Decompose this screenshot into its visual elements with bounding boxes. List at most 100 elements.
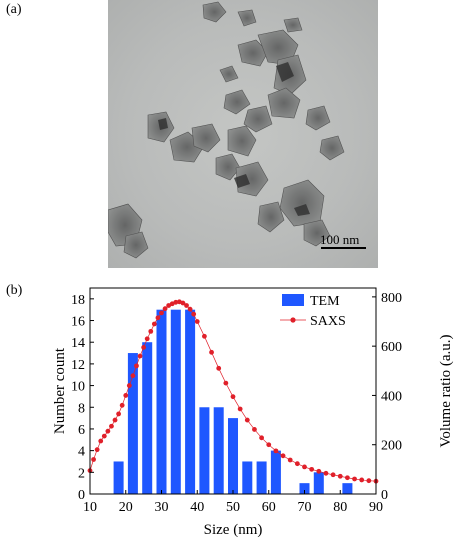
bar-tem — [242, 461, 253, 494]
y2-tick-label: 600 — [381, 340, 402, 355]
saxs-point — [302, 464, 307, 470]
tem-micrograph: 100 nm — [108, 0, 378, 268]
saxs-point — [116, 411, 121, 417]
legend-label-saxs: SAXS — [310, 314, 346, 329]
legend-label-tem: TEM — [310, 294, 340, 309]
saxs-point — [330, 472, 336, 478]
x-tick-label: 70 — [298, 500, 312, 515]
y-tick-label: 10 — [71, 380, 85, 395]
saxs-point — [162, 306, 168, 312]
x-tick-label: 80 — [333, 500, 347, 515]
saxs-point — [223, 380, 229, 386]
saxs-point — [273, 448, 279, 454]
y-tick-label: 16 — [71, 315, 85, 330]
y-axis-label: Number count — [52, 347, 68, 434]
saxs-point — [151, 321, 157, 327]
bar-tem — [156, 309, 167, 494]
saxs-point — [130, 373, 136, 379]
bar-tem — [256, 461, 267, 494]
saxs-point — [294, 461, 300, 467]
y-tick-label: 6 — [78, 423, 85, 438]
saxs-point — [134, 363, 139, 369]
saxs-point — [323, 470, 329, 476]
legend-swatch-tem — [282, 294, 304, 306]
bar-tem — [213, 407, 224, 494]
saxs-point — [280, 453, 286, 459]
size-distribution-chart: 10 20 30 40 50 60 70 80 900246810121416180200400… — [52, 287, 454, 538]
saxs-point — [244, 417, 250, 423]
saxs-point — [287, 457, 293, 463]
bar-tem — [342, 483, 353, 494]
x-axis-label: Size (nm) — [204, 522, 263, 538]
y-tick-label: 18 — [71, 293, 85, 308]
panel-label-a: (a) — [6, 2, 22, 17]
x-tick-label: 50 — [226, 500, 240, 515]
saxs-point — [141, 344, 147, 350]
saxs-point — [309, 466, 315, 472]
bar-tem — [270, 450, 281, 494]
scale-bar — [321, 247, 366, 249]
saxs-point — [180, 300, 186, 306]
x-tick-label: 30 — [155, 500, 169, 515]
y2-tick-label: 800 — [381, 291, 402, 306]
saxs-point — [166, 303, 172, 308]
panel-label-b: (b) — [6, 283, 23, 298]
saxs-point — [94, 447, 100, 453]
y-tick-label: 4 — [78, 445, 85, 460]
bar-tem — [127, 353, 138, 494]
x-tick-label: 60 — [262, 500, 276, 515]
y-tick-label: 14 — [71, 336, 85, 351]
x-tick-label: 10 — [83, 500, 97, 515]
saxs-point — [109, 423, 114, 429]
saxs-point — [98, 438, 104, 444]
saxs-point — [194, 319, 200, 324]
saxs-point — [101, 433, 107, 439]
saxs-point — [144, 336, 150, 342]
y2-tick-label: 200 — [381, 439, 402, 454]
y2-tick-label: 400 — [381, 389, 402, 404]
y-tick-label: 12 — [71, 358, 85, 373]
saxs-point — [316, 468, 322, 474]
bar-tem — [299, 483, 310, 494]
saxs-point — [345, 475, 350, 481]
y2-axis-label: Volume ratio (a.u.) — [438, 334, 454, 447]
bar-tem — [113, 461, 124, 494]
saxs-point — [123, 393, 129, 398]
saxs-point — [202, 333, 207, 339]
saxs-point — [266, 442, 272, 448]
saxs-point — [191, 311, 197, 317]
saxs-point — [159, 310, 164, 316]
saxs-point — [155, 315, 161, 321]
saxs-point — [237, 406, 243, 412]
bar-tem — [313, 472, 324, 494]
saxs-point — [148, 328, 154, 334]
saxs-point — [216, 365, 222, 371]
y-tick-label: 0 — [78, 488, 85, 503]
saxs-point — [173, 299, 179, 305]
bar-tem — [185, 309, 196, 494]
y-tick-label: 8 — [78, 401, 85, 416]
bar-tem — [227, 418, 239, 494]
bar-tem — [142, 342, 153, 494]
bar-tem — [170, 309, 181, 494]
saxs-point — [352, 476, 357, 482]
saxs-point — [337, 473, 343, 479]
x-tick-label: 20 — [119, 500, 133, 515]
saxs-point — [137, 353, 143, 359]
legend-swatch-saxs-point — [290, 317, 296, 323]
saxs-point — [91, 457, 96, 462]
saxs-point — [366, 478, 372, 484]
scale-bar-label: 100 nm — [320, 232, 360, 247]
saxs-point — [105, 428, 111, 434]
saxs-point — [112, 417, 118, 423]
saxs-point — [184, 303, 189, 308]
y-tick-label: 2 — [78, 466, 85, 481]
x-tick-label: 90 — [369, 500, 383, 515]
saxs-point — [252, 427, 257, 432]
saxs-point — [209, 349, 214, 355]
saxs-point — [259, 435, 264, 441]
saxs-point — [359, 477, 365, 483]
saxs-point — [119, 402, 125, 408]
saxs-point — [230, 394, 236, 400]
bar-tem — [199, 407, 210, 494]
